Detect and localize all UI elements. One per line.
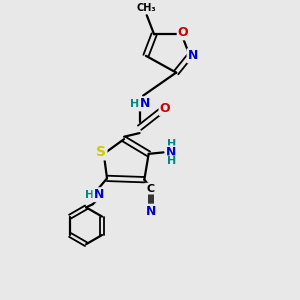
Text: N: N [140,98,150,110]
Text: N: N [146,205,156,218]
Text: N: N [167,146,177,160]
Text: CH₃: CH₃ [137,4,157,14]
Text: O: O [160,102,170,115]
Text: H: H [167,139,176,149]
Text: N: N [94,188,104,201]
Text: H: H [130,99,139,109]
Text: H: H [85,190,94,200]
Text: O: O [178,26,188,39]
Text: S: S [96,146,106,159]
Text: H: H [167,156,176,166]
Text: C: C [147,184,155,194]
Text: N: N [188,49,198,62]
